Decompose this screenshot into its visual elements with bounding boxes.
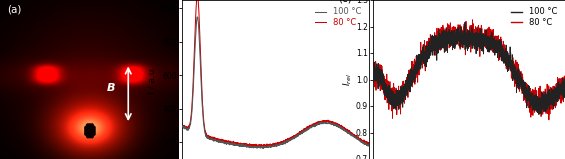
Text: (a): (a) [7,5,21,15]
Y-axis label: $I_{rel}$: $I_{rel}$ [342,73,354,86]
Legend: 100 °C, 80 °C: 100 °C, 80 °C [507,4,561,31]
Y-axis label: I / a.u.: I / a.u. [147,65,157,94]
Text: B: B [107,83,115,93]
Legend: 100 °C, 80 °C: 100 °C, 80 °C [311,4,365,31]
Text: (b): (b) [141,0,155,4]
Text: (c): (c) [338,0,352,4]
